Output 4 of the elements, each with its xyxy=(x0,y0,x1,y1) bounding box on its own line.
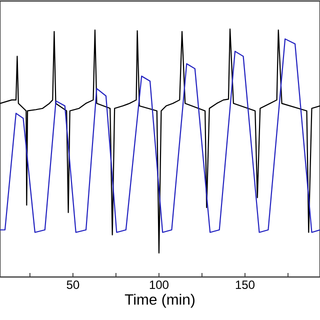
x-tick-label: 50 xyxy=(66,280,80,289)
x-axis-title: Time (min) xyxy=(124,294,194,308)
x-tick-label: 100 xyxy=(150,280,168,289)
x-tick-label: 150 xyxy=(236,280,254,289)
